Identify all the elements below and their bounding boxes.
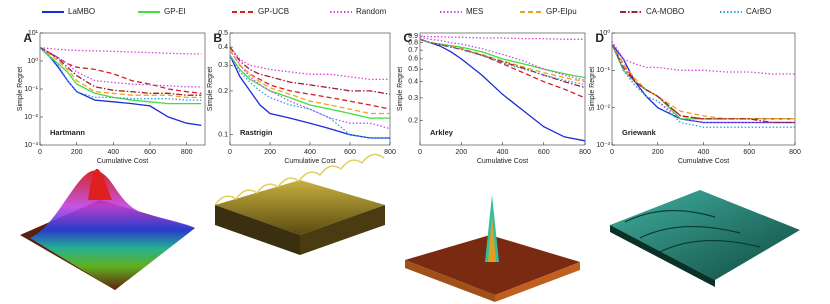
y-tick-label: 10⁻¹ bbox=[24, 86, 38, 93]
series-line: MES bbox=[39, 47, 202, 88]
x-axis-label: Cumulative Cost bbox=[97, 158, 148, 165]
x-tick-label: 400 bbox=[304, 149, 316, 156]
x-tick-label: 600 bbox=[538, 149, 550, 156]
x-tick-label: 200 bbox=[652, 149, 664, 156]
series-line: CArBO bbox=[419, 38, 586, 86]
series-line: CA-MOBO bbox=[611, 43, 795, 124]
y-tick-label: 0.2 bbox=[408, 118, 418, 125]
surface-rastrigin bbox=[214, 153, 385, 255]
series-line: GP-EI bbox=[39, 47, 202, 105]
panel-letter: B bbox=[213, 31, 222, 45]
series-line: GP-UCB bbox=[611, 43, 795, 120]
function-name: Arkley bbox=[430, 128, 454, 137]
series-line: LaMBO bbox=[611, 43, 795, 124]
series-line: Random bbox=[419, 35, 585, 40]
legend-label: LaMBO bbox=[68, 7, 95, 16]
series-line: MES bbox=[611, 43, 795, 124]
series-line: GP-EI bbox=[611, 43, 795, 120]
series-line: GP-EIpu bbox=[611, 43, 795, 120]
y-tick-label: 10⁻² bbox=[596, 105, 610, 112]
y-tick-label: 0.5 bbox=[408, 66, 418, 73]
legend-label: MES bbox=[466, 7, 483, 16]
legend-label: CArBO bbox=[746, 7, 771, 16]
series-line: LaMBO bbox=[419, 38, 586, 142]
y-axis-label: Simple Regret bbox=[207, 67, 214, 111]
y-tick-label: 10⁰ bbox=[599, 29, 610, 37]
y-tick-label: 10⁻³ bbox=[24, 142, 38, 149]
surface-hartmann bbox=[20, 168, 195, 290]
series-line: Random bbox=[39, 46, 202, 55]
y-axis-label: Simple Regret bbox=[589, 67, 596, 111]
series-line: MES bbox=[229, 49, 391, 130]
series-line: GP-UCB bbox=[229, 49, 391, 110]
y-tick-label: 0.4 bbox=[218, 44, 228, 51]
x-tick-label: 0 bbox=[228, 149, 232, 156]
x-tick-label: 800 bbox=[384, 149, 396, 156]
function-name: Rastrigin bbox=[240, 128, 273, 137]
x-tick-label: 800 bbox=[579, 149, 591, 156]
legend-label: Random bbox=[356, 7, 387, 16]
y-tick-label: 0.6 bbox=[408, 56, 418, 63]
x-tick-label: 0 bbox=[610, 149, 614, 156]
series-line: CA-MOBO bbox=[39, 47, 202, 96]
function-name: Hartmann bbox=[50, 128, 85, 137]
x-axis-label: Cumulative Cost bbox=[477, 158, 528, 165]
legend-label: GP-EI bbox=[164, 7, 186, 16]
y-tick-label: 10¹ bbox=[28, 30, 39, 37]
series-line: GP-UCB bbox=[39, 47, 202, 94]
series-line: Random bbox=[611, 40, 795, 75]
y-tick-label: 0.9 bbox=[408, 33, 418, 40]
x-tick-label: 600 bbox=[344, 149, 356, 156]
series-line: CArBO bbox=[39, 47, 202, 101]
panel-letter: A bbox=[23, 31, 32, 45]
y-axis-label: Simple Regret bbox=[397, 67, 404, 111]
x-tick-label: 800 bbox=[789, 149, 801, 156]
series-line: GP-EIpu bbox=[39, 47, 202, 99]
y-tick-label: 10⁻² bbox=[24, 114, 38, 121]
x-tick-label: 600 bbox=[144, 149, 156, 156]
series-line: Random bbox=[229, 46, 390, 81]
y-tick-label: 0.1 bbox=[218, 132, 228, 139]
series-line: LaMBO bbox=[39, 47, 202, 127]
x-tick-label: 600 bbox=[743, 149, 755, 156]
x-tick-label: 400 bbox=[698, 149, 710, 156]
y-tick-label: 10⁰ bbox=[27, 57, 38, 65]
y-tick-label: 0.3 bbox=[218, 62, 228, 69]
x-tick-label: 200 bbox=[71, 149, 83, 156]
series-line: CArBO bbox=[229, 55, 390, 139]
x-tick-label: 400 bbox=[497, 149, 509, 156]
series-line: CA-MOBO bbox=[229, 46, 391, 95]
legend-label: GP-EIpu bbox=[546, 7, 577, 16]
panel-letter: D bbox=[595, 31, 604, 45]
x-tick-label: 200 bbox=[264, 149, 276, 156]
x-tick-label: 0 bbox=[418, 149, 422, 156]
y-tick-label: 0.8 bbox=[408, 40, 418, 47]
y-tick-label: 10⁻³ bbox=[596, 142, 610, 149]
x-tick-label: 200 bbox=[455, 149, 467, 156]
y-tick-label: 0.4 bbox=[408, 79, 418, 86]
series-line: CA-MOBO bbox=[419, 38, 586, 89]
y-tick-label: 0.3 bbox=[408, 95, 418, 102]
y-tick-label: 0.5 bbox=[218, 30, 228, 37]
y-tick-label: 0.2 bbox=[218, 88, 228, 95]
series-line: GP-EIpu bbox=[229, 49, 390, 115]
x-tick-label: 800 bbox=[181, 149, 193, 156]
x-tick-label: 0 bbox=[38, 149, 42, 156]
surface-griewank bbox=[610, 190, 800, 287]
x-axis-label: Cumulative Cost bbox=[284, 158, 335, 165]
x-tick-label: 400 bbox=[107, 149, 119, 156]
legend-label: GP-UCB bbox=[258, 7, 289, 16]
x-axis-label: Cumulative Cost bbox=[678, 158, 729, 165]
y-tick-label: 10⁻¹ bbox=[596, 67, 610, 74]
surface-ackley bbox=[405, 195, 580, 302]
y-axis-label: Simple Regret bbox=[17, 67, 24, 111]
panel-letter: C bbox=[403, 31, 412, 45]
y-tick-label: 0.7 bbox=[408, 47, 418, 54]
series-line: GP-EI bbox=[229, 55, 390, 119]
legend-label: CA-MOBO bbox=[646, 7, 684, 16]
function-name: Griewank bbox=[622, 128, 657, 137]
series-line: LaMBO bbox=[229, 55, 390, 139]
